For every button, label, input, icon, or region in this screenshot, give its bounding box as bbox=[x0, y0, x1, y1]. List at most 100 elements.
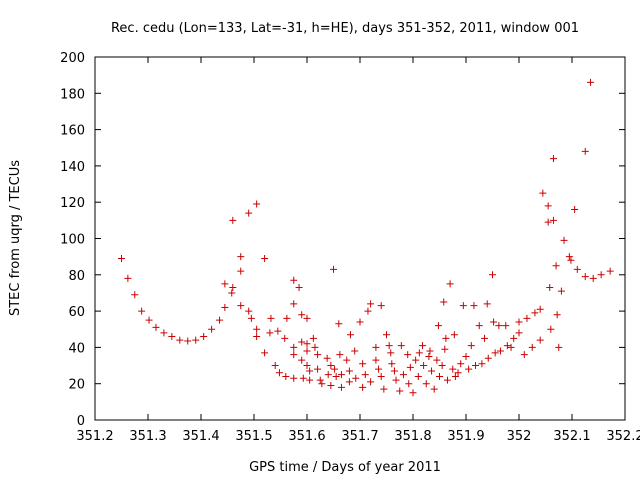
data-point bbox=[372, 343, 380, 351]
data-point bbox=[436, 372, 443, 380]
data-point bbox=[375, 365, 383, 373]
data-point bbox=[606, 267, 614, 275]
data-point bbox=[290, 276, 298, 284]
data-point bbox=[237, 302, 245, 310]
data-point bbox=[536, 305, 544, 313]
data-point bbox=[555, 343, 563, 351]
data-point bbox=[560, 236, 568, 244]
data-point bbox=[261, 254, 269, 262]
data-point bbox=[290, 300, 298, 308]
y-tick-label: 160 bbox=[60, 124, 85, 139]
data-point bbox=[343, 356, 351, 364]
data-point bbox=[515, 318, 523, 326]
data-point bbox=[364, 307, 372, 315]
data-point bbox=[426, 347, 434, 355]
data-point bbox=[124, 274, 132, 282]
data-point bbox=[377, 302, 385, 310]
data-point bbox=[571, 205, 579, 213]
data-point bbox=[414, 372, 422, 380]
data-point bbox=[237, 253, 245, 261]
data-point bbox=[253, 325, 261, 333]
data-point bbox=[472, 362, 480, 370]
data-point bbox=[367, 300, 375, 308]
data-point bbox=[433, 356, 441, 364]
x-axis-label: GPS time / Days of year 2011 bbox=[249, 460, 441, 475]
data-point bbox=[549, 155, 557, 163]
data-point bbox=[470, 302, 478, 310]
data-point bbox=[324, 371, 332, 379]
data-point bbox=[589, 274, 597, 282]
y-tick-label: 40 bbox=[68, 341, 85, 356]
data-point bbox=[478, 360, 486, 368]
data-point bbox=[247, 314, 255, 322]
data-point bbox=[336, 351, 344, 359]
x-tick-label: 351.6 bbox=[288, 429, 325, 444]
data-point bbox=[253, 200, 261, 208]
data-point bbox=[290, 374, 298, 382]
data-point bbox=[409, 389, 417, 397]
data-point bbox=[462, 352, 470, 360]
data-point bbox=[515, 329, 523, 337]
data-point bbox=[544, 202, 552, 210]
data-point bbox=[337, 371, 345, 379]
data-point bbox=[290, 343, 298, 351]
data-point bbox=[327, 382, 335, 390]
x-tick-label: 351.3 bbox=[129, 429, 166, 444]
data-point bbox=[176, 336, 184, 344]
y-tick-label: 180 bbox=[60, 87, 85, 102]
data-point bbox=[311, 343, 319, 351]
data-point bbox=[581, 147, 589, 155]
data-point bbox=[465, 365, 473, 373]
data-point bbox=[316, 376, 324, 384]
data-point bbox=[271, 362, 279, 370]
data-point bbox=[245, 209, 253, 217]
data-point bbox=[507, 343, 515, 351]
data-point bbox=[282, 372, 290, 380]
data-point bbox=[283, 314, 291, 322]
data-point bbox=[367, 378, 375, 386]
data-point bbox=[337, 383, 345, 391]
data-point bbox=[160, 329, 168, 337]
data-point bbox=[397, 342, 405, 350]
data-point bbox=[587, 78, 595, 86]
data-point bbox=[332, 372, 340, 380]
data-point bbox=[131, 291, 139, 299]
data-point bbox=[331, 365, 339, 373]
data-point bbox=[388, 360, 396, 368]
data-point bbox=[168, 333, 176, 341]
data-point bbox=[549, 216, 557, 224]
data-point bbox=[295, 284, 303, 292]
data-point bbox=[228, 289, 236, 297]
data-point bbox=[396, 387, 404, 395]
data-point bbox=[520, 351, 528, 359]
data-point bbox=[428, 367, 436, 375]
data-point bbox=[266, 329, 274, 337]
data-point bbox=[145, 316, 153, 324]
data-point bbox=[352, 374, 360, 382]
data-point bbox=[138, 307, 146, 315]
data-point bbox=[303, 314, 311, 322]
data-point bbox=[303, 340, 311, 348]
data-point bbox=[245, 307, 253, 315]
data-point bbox=[581, 273, 589, 281]
x-tick-label: 351.4 bbox=[182, 429, 219, 444]
x-tick-label: 351.2 bbox=[76, 429, 113, 444]
x-tick-label: 351.9 bbox=[447, 429, 484, 444]
data-point bbox=[345, 367, 353, 375]
data-point bbox=[528, 343, 536, 351]
data-point bbox=[274, 327, 282, 335]
data-point bbox=[290, 351, 298, 359]
data-point bbox=[405, 380, 413, 388]
data-point bbox=[299, 374, 307, 382]
data-point bbox=[318, 380, 326, 388]
data-point bbox=[359, 360, 367, 368]
plot-frame bbox=[94, 56, 626, 421]
data-point bbox=[267, 314, 275, 322]
data-point bbox=[438, 362, 446, 370]
y-tick-label: 200 bbox=[60, 51, 85, 66]
data-point bbox=[303, 347, 311, 355]
y-tick-label: 80 bbox=[68, 269, 85, 284]
data-point bbox=[415, 349, 423, 357]
data-point bbox=[372, 356, 380, 364]
